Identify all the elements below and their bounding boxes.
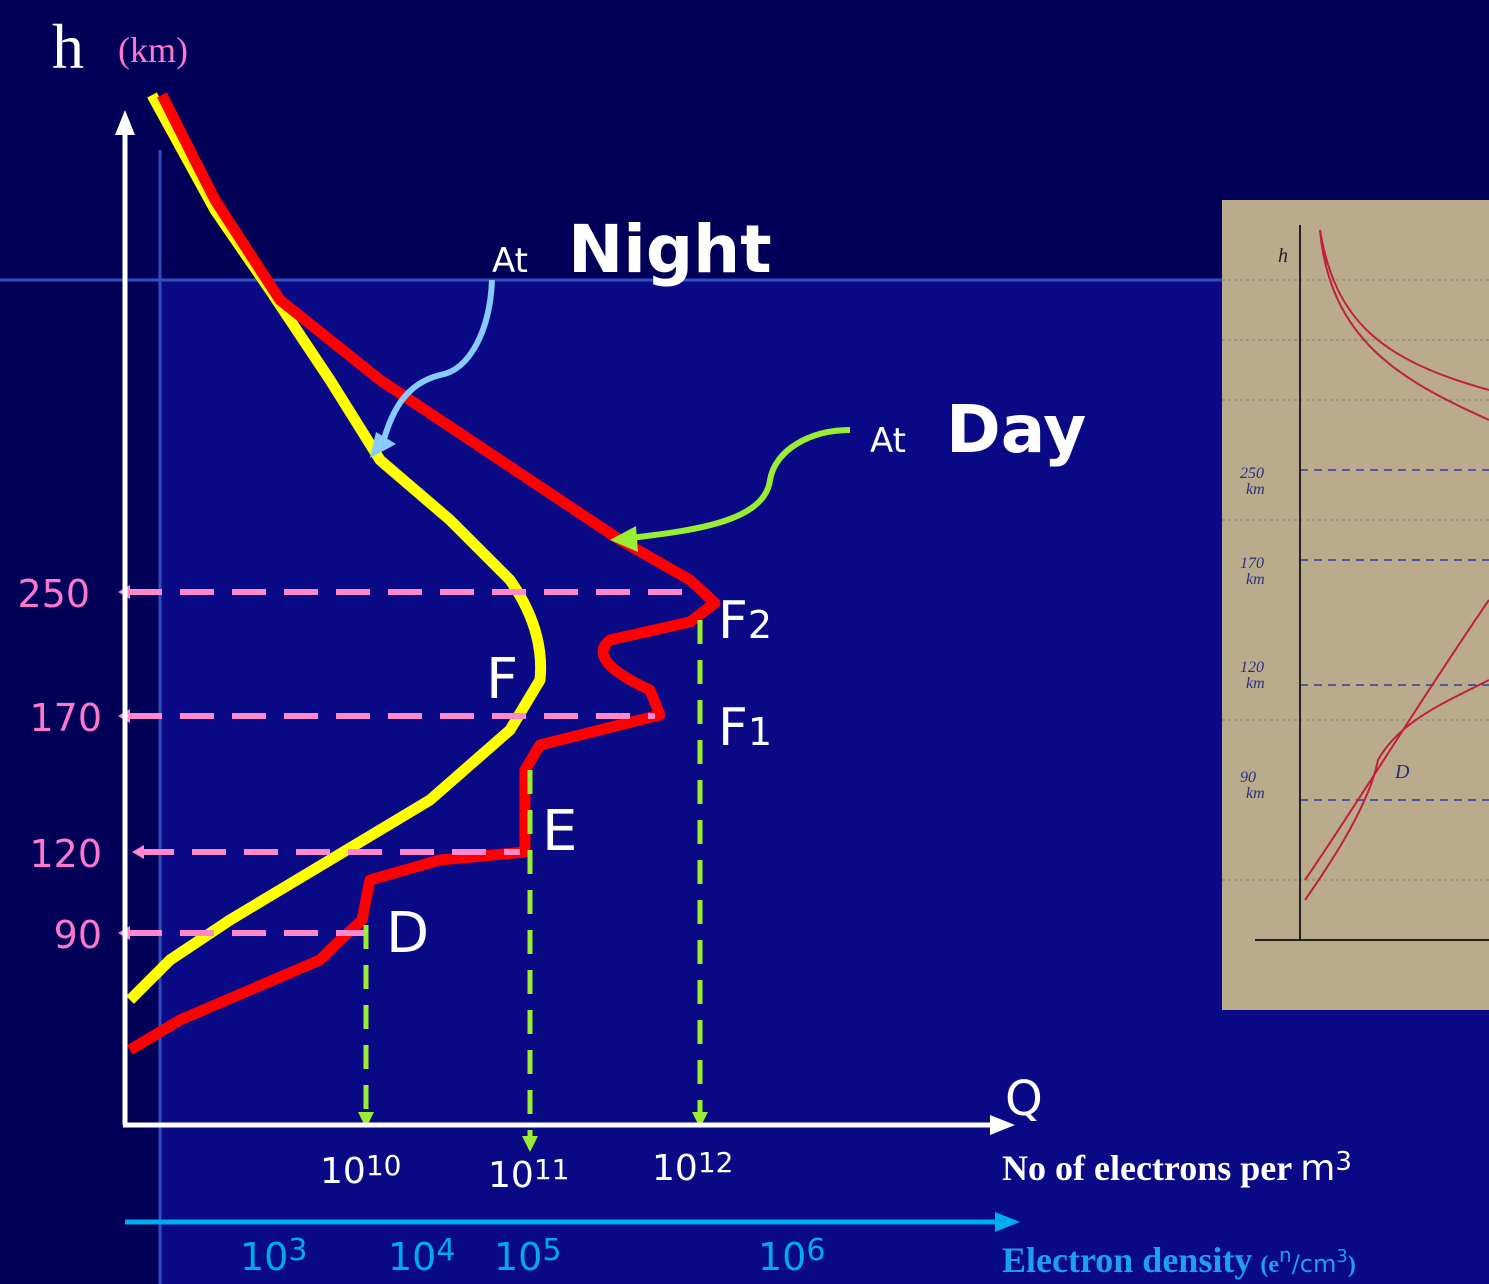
tick-exp: 10 [366, 1149, 402, 1182]
density-unit: 3 [1336, 1246, 1347, 1267]
x-label: Q [1005, 1071, 1043, 1127]
annotation-prefix: At [492, 241, 528, 281]
tick-exp: 5 [542, 1233, 561, 1268]
density-unit: /cm [1292, 1250, 1337, 1278]
annotation-prefix: At [870, 421, 906, 461]
tick-base: 10 [388, 1235, 436, 1279]
height-tick: 250 [17, 572, 90, 616]
photo-label: km [1246, 481, 1265, 498]
tick-base: 10 [652, 1148, 698, 1189]
density-unit: (e [1260, 1252, 1279, 1278]
density-unit: n [1279, 1243, 1292, 1267]
tick-exp: 3 [288, 1233, 307, 1268]
y-unit: (km) [118, 30, 188, 70]
photo-label: 170 [1240, 555, 1264, 572]
annotation: Day [946, 391, 1086, 468]
q-title-text: No of electrons per [1002, 1148, 1292, 1188]
tick-exp: 12 [698, 1146, 734, 1179]
tick-exp: 11 [534, 1153, 570, 1186]
photo-paper [1222, 200, 1489, 1010]
layer-letter: F [718, 591, 748, 651]
tick-base: 10 [758, 1235, 806, 1279]
height-tick: 120 [29, 832, 102, 876]
annotation: Night [568, 211, 772, 288]
slide: h D h (km) Q At Night At Day 250 170 120… [0, 0, 1489, 1284]
layer-label: D [386, 901, 429, 966]
layer-sub: 2 [748, 603, 772, 647]
photo-label: 90 [1240, 769, 1256, 786]
photo-label: 120 [1240, 659, 1264, 676]
layer-label: E [542, 799, 577, 864]
y-label: h [52, 11, 84, 82]
page: {"axes": {"y_label": "h", "y_unit": "(km… [0, 0, 1489, 1284]
density-title-text: Electron density [1002, 1240, 1252, 1280]
tick-base: 10 [494, 1235, 542, 1279]
photo-label: 250 [1240, 465, 1264, 482]
q-title-unit: m [1300, 1148, 1335, 1189]
photo-label: D [1394, 761, 1410, 783]
height-tick: 90 [54, 913, 102, 957]
layer-letter: F [718, 698, 748, 758]
layer-label: F [486, 647, 518, 712]
photo: h D [1222, 200, 1489, 1010]
tick-base: 10 [240, 1235, 288, 1279]
height-tick: 170 [29, 696, 102, 740]
photo-label: km [1246, 785, 1265, 802]
tick-base: 10 [488, 1155, 534, 1196]
photo-label: km [1246, 675, 1265, 692]
density-unit: ) [1348, 1252, 1356, 1278]
tick-exp: 4 [436, 1233, 455, 1268]
photo-label: h [1278, 245, 1288, 267]
tick-base: 10 [320, 1151, 366, 1192]
q-title-exp: 3 [1335, 1147, 1352, 1177]
photo-label: km [1246, 571, 1265, 588]
layer-sub: 1 [748, 710, 772, 754]
tick-exp: 6 [806, 1233, 825, 1268]
